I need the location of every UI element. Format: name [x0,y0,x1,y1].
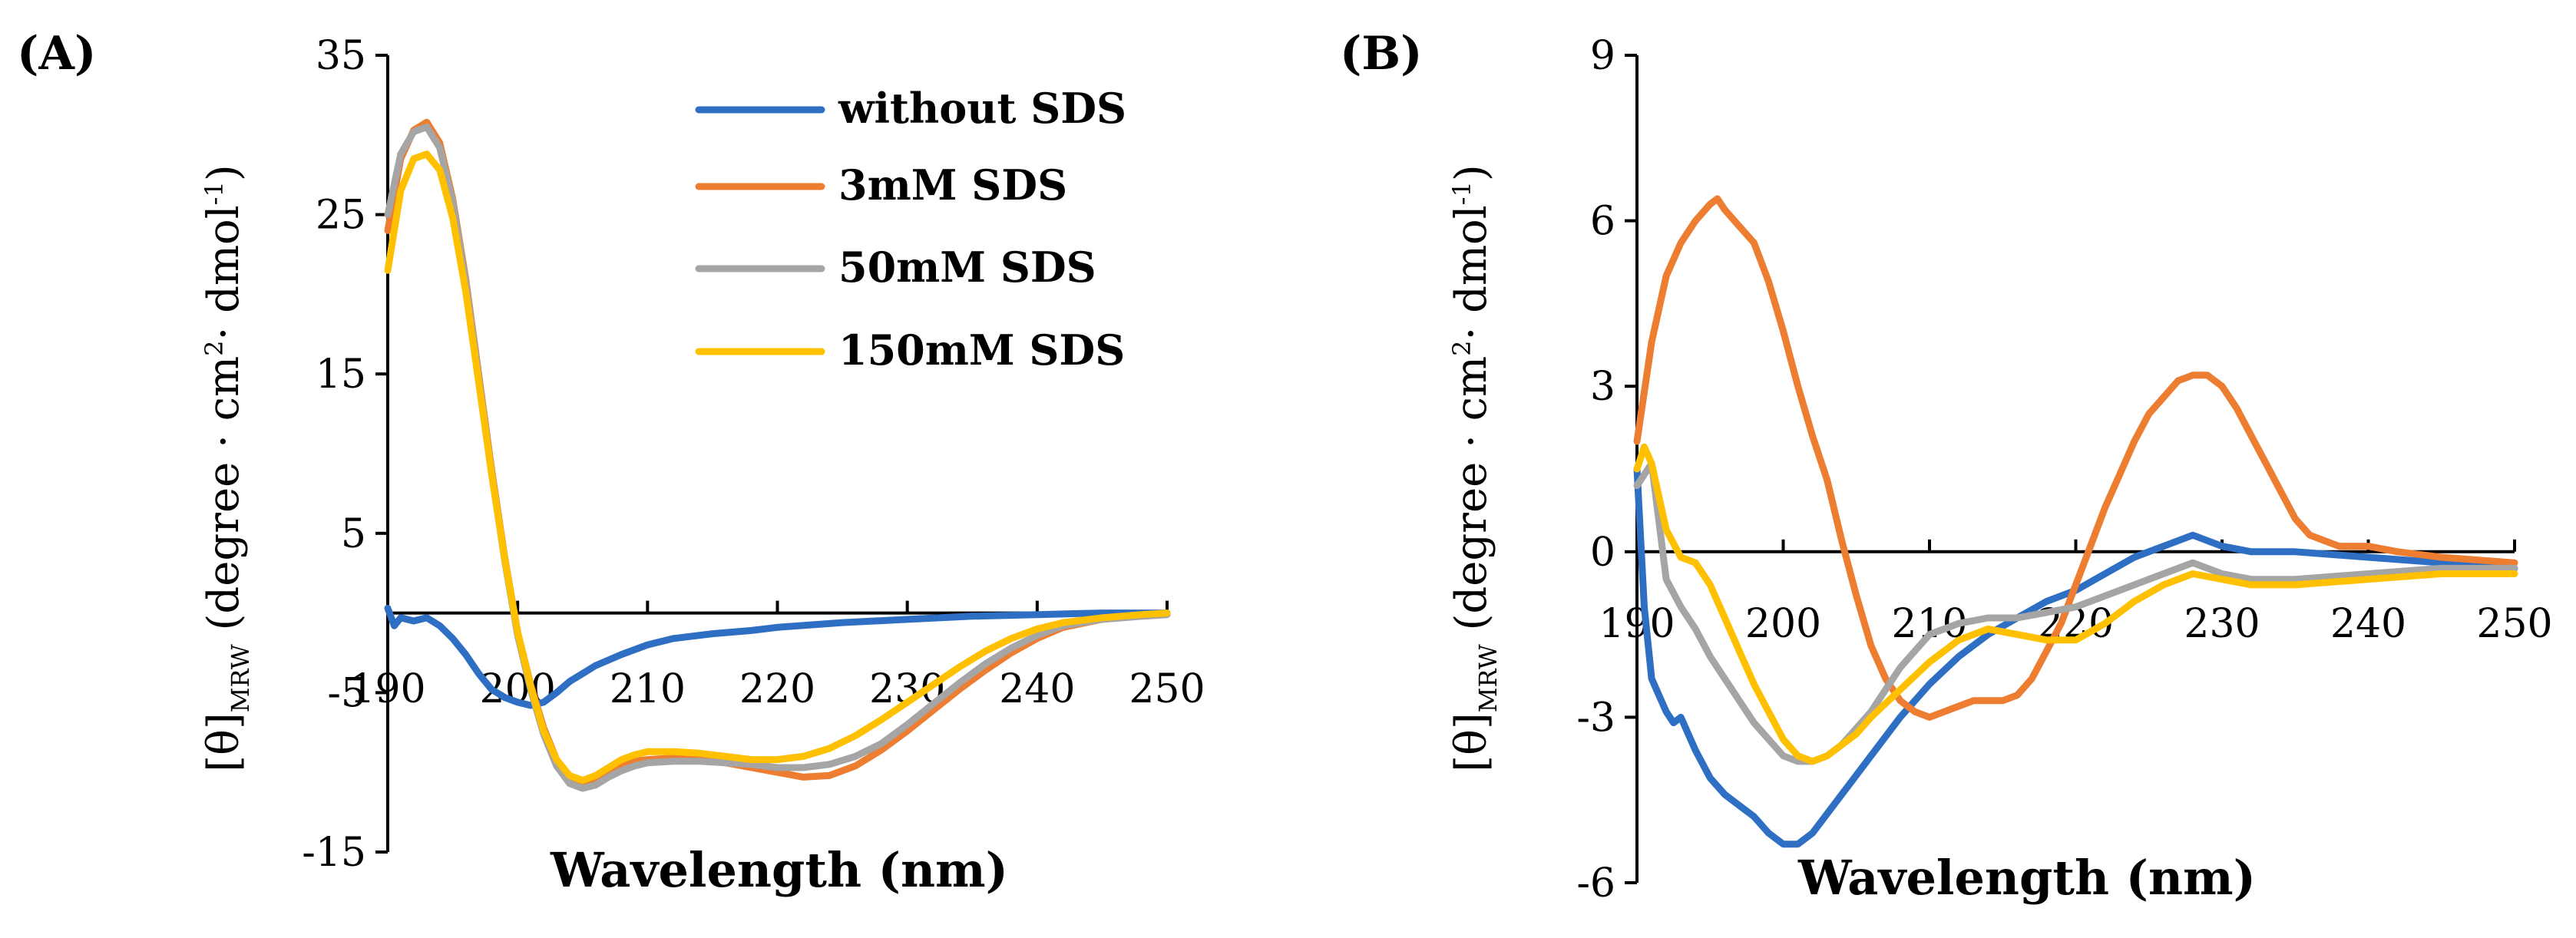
panel-b-x-tick-label: 200 [1745,601,1821,647]
panel-a-series-150mm-sds [384,150,1171,784]
legend-label-3mm-sds: 3mM SDS [838,160,1067,210]
panel-b-ylabel-main: (degree · cm [1447,356,1496,644]
panel-a-series-without-sds [384,604,1171,709]
panel-a-y-axis-title: [θ]MRW (degree · cm2· dmol-1) [199,164,255,771]
panel-a-ylabel-sup2: -1 [200,181,229,205]
panel-b-y-tick-label: -6 [1576,860,1615,907]
panel-b-y-tick-label: 9 [1590,33,1615,79]
panel-a-ylabel-prefix: [θ] [199,712,249,771]
panel-a-y-tick-label: 5 [341,511,366,557]
panel-a-y-tick-label: -15 [302,830,366,876]
panel-a-ylabel-end: ) [199,164,249,181]
panel-b-x-tick-label: 250 [2476,601,2552,647]
panel-b-ylabel-sup1: 2 [1447,340,1476,355]
panel-a-x-tick-label: 210 [610,666,686,712]
panel-b-series-without-sds [1633,465,2518,848]
legend: without SDS 3mM SDS 50mM SDS 150mM SDS [695,84,1126,375]
panel-a-x-axis-title: Wavelength (nm) [550,842,1008,898]
panel-a-label: (A) [17,27,96,81]
panel-b-ylabel-end: ) [1447,164,1496,181]
panel-b-ylabel-mid: · dmol [1447,205,1496,340]
panel-b-label: (B) [1340,27,1423,81]
panel-a-x-tick-label: 220 [739,666,815,712]
panel-b-ylabel-sub: MRW [1473,644,1503,712]
panel-b-y-tick-label: 6 [1590,199,1615,245]
panel-b-ylabel-prefix: [θ] [1447,712,1496,771]
panel-a-x-tick-label: 240 [999,666,1075,712]
legend-label-150mm-sds: 150mM SDS [838,325,1125,375]
panel-b-y-axis-title: [θ]MRW (degree · cm2· dmol-1) [1447,164,1503,771]
panel-a-x-tick-label: 190 [349,666,425,712]
panel-b-ylabel-sup2: -1 [1447,181,1476,205]
panel-a-ylabel-main: (degree · cm [199,356,249,644]
panel-a-y-tick-label: 15 [316,352,366,398]
panel-a-y-tick-label: 35 [316,33,366,79]
panel-b-series-3mm-sds [1633,195,2518,721]
panel-a-ylabel-mid: · dmol [199,205,249,340]
panel-a-y-tick-label: 25 [316,193,366,239]
panel-b-y-tick-label: -3 [1576,695,1615,741]
legend-label-without-sds: without SDS [838,84,1126,133]
legend-label-50mm-sds: 50mM SDS [838,243,1096,292]
panel-b-series-150mm-sds [1633,443,2518,765]
panel-b-x-tick-label: 240 [2330,601,2406,647]
panel-a-ylabel-sup1: 2 [200,340,229,355]
panel-b-y-tick-label: 0 [1590,530,1615,576]
panel-a-ylabel-sub: MRW [226,644,255,712]
panel-a-y-tick-label: -5 [327,670,366,716]
panel-b-x-tick-label: 230 [2184,601,2260,647]
panel-b-x-axis-title: Wavelength (nm) [1797,850,2256,906]
panel-b-x-tick-label: 190 [1599,601,1675,647]
panel-b-series-50mm-sds [1633,460,2518,765]
panel-b-y-tick-label: 3 [1590,364,1615,410]
panel-a-x-tick-label: 250 [1129,666,1205,712]
